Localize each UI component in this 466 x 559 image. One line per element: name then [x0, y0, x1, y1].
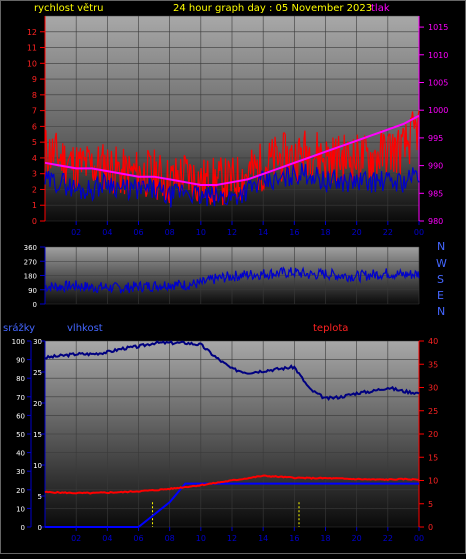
wind-axis-label: 12 — [27, 28, 37, 37]
humidity-axis-label: 70 — [16, 394, 25, 402]
compass-e: E — [437, 289, 444, 302]
temperature-axis-label: 5 — [428, 500, 433, 509]
pressure-line — [44, 114, 420, 186]
rain-label: srážky — [3, 322, 35, 334]
compass-n-bottom: N — [437, 305, 445, 318]
temperature-axis-label: 30 — [428, 384, 438, 393]
humidity-axis-label: 30 — [16, 468, 25, 476]
rain-axis-label: 5 — [38, 493, 42, 501]
wind-axis-label: 8 — [32, 91, 37, 100]
humidity-axis-label: 100 — [12, 338, 25, 346]
wind-axis-label: 6 — [32, 122, 37, 131]
pressure-axis-label: 990 — [428, 162, 443, 171]
temperature-line — [44, 474, 420, 495]
pressure-axis-label: 1015 — [428, 23, 448, 32]
rain-axis-label: 15 — [33, 431, 42, 439]
rain-axis-label: 20 — [33, 400, 42, 408]
direction-axis-label: 0 — [33, 301, 37, 309]
x-tick-label: 18 — [320, 228, 330, 237]
temperature-axis-label: 0 — [428, 523, 433, 532]
rain-axis-label: 10 — [33, 462, 42, 470]
humidity-axis-label: 40 — [16, 450, 25, 458]
temperature-axis-label: 15 — [428, 453, 438, 462]
pressure-axis-label: 995 — [428, 134, 443, 143]
wind-average-line — [44, 163, 420, 208]
rain-axis-label: 30 — [33, 338, 42, 346]
x-tick-label: 16 — [289, 534, 299, 543]
wind-direction-line — [44, 266, 420, 294]
x-tick-label: 10 — [196, 228, 206, 237]
rain-axis-label: 25 — [33, 369, 42, 377]
x-tick-label: 18 — [320, 534, 330, 543]
x-tick-label: 22 — [383, 534, 393, 543]
x-tick-label: 02 — [71, 534, 81, 543]
temperature-axis-label: 10 — [428, 477, 438, 486]
compass-s: S — [437, 273, 444, 286]
x-tick-label: 00 — [414, 228, 424, 237]
temperature-axis-label: 40 — [428, 337, 438, 346]
x-tick-label: 14 — [258, 228, 268, 237]
wind-axis-label: 5 — [32, 138, 37, 147]
wind-axis-label: 7 — [32, 107, 37, 116]
wind-axis-label: 2 — [32, 185, 37, 194]
chart-title: 24 hour graph day : 05 November 2023 — [173, 3, 372, 14]
wind-axis-label: 11 — [27, 44, 37, 53]
x-tick-label: 12 — [227, 228, 237, 237]
x-tick-label: 16 — [289, 228, 299, 237]
x-tick-label: 04 — [102, 228, 112, 237]
humidity-axis-label: 0 — [21, 524, 25, 532]
pressure-axis-label: 980 — [428, 217, 443, 226]
temperature-axis-label: 25 — [428, 407, 438, 416]
humidity-axis-label: 10 — [16, 505, 25, 513]
x-tick-label: 08 — [165, 228, 175, 237]
x-tick-label: 08 — [165, 534, 175, 543]
wind-axis-label: 10 — [27, 59, 37, 68]
wind-axis-label: 0 — [32, 217, 37, 226]
pressure-axis-label: 1010 — [428, 51, 448, 60]
x-tick-label: 00 — [414, 534, 424, 543]
humidity-axis-label: 80 — [16, 375, 25, 383]
wind-gust-line — [44, 110, 420, 206]
x-tick-label: 12 — [227, 534, 237, 543]
x-tick-label: 20 — [352, 534, 362, 543]
rain-axis-label: 0 — [38, 524, 42, 532]
compass-w: W — [436, 257, 447, 270]
humidity-axis-label: 60 — [16, 412, 25, 420]
pressure-label: tlak — [371, 3, 390, 14]
wind-axis-label: 3 — [32, 170, 37, 179]
x-tick-label: 14 — [258, 534, 268, 543]
humidity-axis-label: 50 — [16, 431, 25, 439]
wind-speed-label: rychlost větru — [34, 2, 104, 14]
direction-axis-label: 180 — [24, 273, 37, 281]
x-tick-label: 10 — [196, 534, 206, 543]
direction-axis-label: 90 — [28, 287, 37, 295]
humidity-line — [44, 340, 420, 401]
pressure-axis-label: 1005 — [428, 78, 448, 87]
pressure-axis-label: 985 — [428, 189, 443, 198]
wind-axis-label: 4 — [32, 154, 37, 163]
x-tick-label: 06 — [133, 228, 143, 237]
temperature-label: teplota — [313, 323, 348, 334]
x-tick-label: 06 — [133, 534, 143, 543]
temperature-axis-label: 35 — [428, 360, 438, 369]
direction-axis-label: 270 — [24, 258, 37, 266]
x-tick-label: 22 — [383, 228, 393, 237]
direction-axis-label: 360 — [24, 244, 37, 252]
x-tick-label: 20 — [352, 228, 362, 237]
x-tick-label: 02 — [71, 228, 81, 237]
pressure-axis-label: 1000 — [428, 106, 448, 115]
x-tick-label: 04 — [102, 534, 112, 543]
wind-axis-label: 1 — [32, 201, 37, 210]
wind-axis-label: 9 — [32, 75, 37, 84]
humidity-label: vlhkost — [67, 323, 103, 334]
temperature-axis-label: 20 — [428, 430, 438, 439]
compass-n-top: N — [437, 240, 445, 253]
humidity-axis-label: 90 — [16, 357, 25, 365]
humidity-axis-label: 20 — [16, 487, 25, 495]
